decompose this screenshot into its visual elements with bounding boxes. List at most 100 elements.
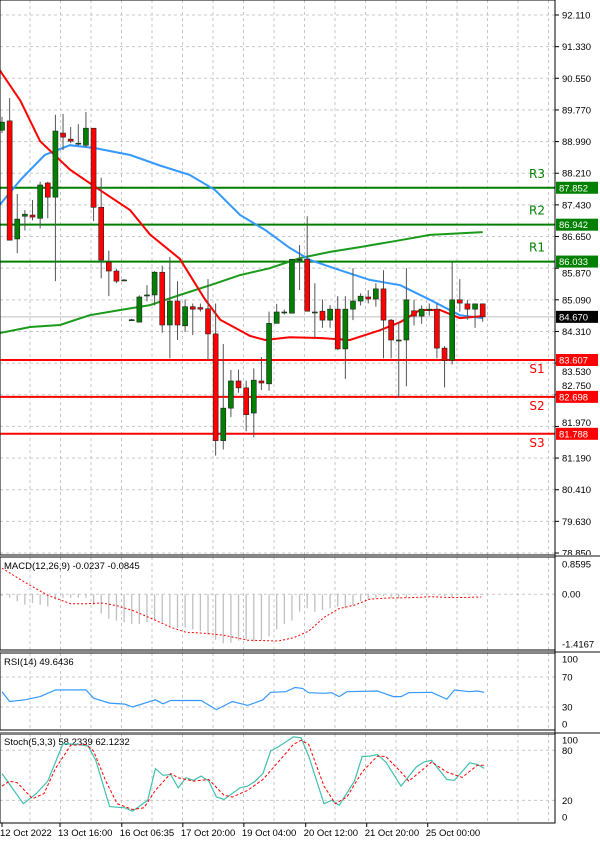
candle[interactable] — [235, 369, 242, 393]
pane-separator[interactable] — [0, 732, 600, 734]
candle-body — [6, 120, 13, 241]
candle[interactable] — [205, 279, 211, 361]
candle[interactable] — [296, 245, 303, 291]
candle[interactable] — [75, 124, 82, 146]
pane-separator[interactable] — [0, 651, 600, 653]
candle[interactable] — [403, 268, 410, 387]
candle[interactable] — [151, 271, 158, 306]
candle[interactable] — [258, 357, 265, 390]
stochastic-y-tick-label: 0 — [562, 813, 567, 824]
candle[interactable] — [44, 181, 51, 219]
candle[interactable] — [29, 200, 36, 221]
rsi-title: RSI(14) 49.6436 — [4, 657, 74, 668]
x-tick-label: 19 Oct 04:00 — [242, 828, 296, 839]
candle[interactable] — [464, 299, 471, 320]
candle[interactable] — [395, 321, 402, 399]
grid — [0, 0, 555, 823]
rsi-pane[interactable]: RSI(14) 49.6436 — [0, 657, 555, 711]
candle[interactable] — [266, 311, 272, 391]
candle[interactable] — [220, 344, 227, 450]
candle[interactable] — [98, 177, 104, 279]
candle[interactable] — [128, 318, 135, 322]
candle[interactable] — [312, 283, 318, 338]
candle[interactable] — [327, 305, 333, 328]
price-pane[interactable]: R3 R2 R1 S1 S2 S3 — [0, 69, 555, 456]
candle[interactable] — [136, 295, 143, 323]
candle[interactable] — [174, 281, 181, 340]
candle[interactable] — [0, 116, 5, 134]
candle[interactable] — [22, 210, 28, 231]
candle-body — [228, 380, 234, 409]
candle[interactable] — [373, 283, 379, 307]
candle[interactable] — [121, 279, 127, 282]
candle[interactable] — [350, 268, 356, 321]
candle[interactable] — [365, 290, 372, 304]
rsi-y-tick-label: 0 — [562, 720, 567, 731]
candle[interactable] — [479, 303, 486, 322]
candle[interactable] — [37, 181, 43, 229]
candle[interactable] — [456, 279, 463, 312]
candle[interactable] — [60, 113, 66, 151]
candle-body — [250, 379, 257, 414]
pivot-price-tag — [556, 353, 598, 366]
candle-body — [388, 319, 394, 341]
candle[interactable] — [281, 309, 288, 315]
candle[interactable] — [426, 303, 433, 316]
candle[interactable] — [342, 296, 349, 379]
candle[interactable] — [67, 126, 74, 144]
candle[interactable] — [357, 293, 364, 306]
candle[interactable] — [106, 250, 112, 297]
y-tick-label: 85.090 — [562, 295, 591, 306]
candle[interactable] — [319, 299, 326, 328]
candle-body — [296, 258, 303, 261]
candle[interactable] — [189, 303, 196, 336]
candle[interactable] — [14, 193, 21, 254]
candle[interactable] — [334, 296, 341, 351]
candle[interactable] — [182, 299, 188, 332]
candle[interactable] — [449, 262, 455, 365]
pivot-price-tag — [556, 427, 598, 440]
y-tick-label: 78.850 — [562, 549, 591, 560]
stochastic-y-tick-label: 80 — [562, 746, 573, 757]
candle[interactable] — [52, 114, 59, 282]
y-tick-label: 87.430 — [562, 200, 591, 211]
candle-body — [106, 261, 112, 272]
macd-pane[interactable]: MACD(12,26,9) -0.0237 -0.0845 — [0, 561, 555, 644]
candle[interactable] — [167, 256, 173, 359]
candle[interactable] — [228, 370, 234, 418]
y-tick-label: 79.630 — [562, 517, 591, 528]
candle[interactable] — [304, 216, 311, 312]
candle[interactable] — [289, 258, 295, 314]
candle[interactable] — [441, 346, 448, 388]
candle[interactable] — [113, 268, 120, 284]
candle[interactable] — [212, 303, 219, 456]
candle[interactable] — [144, 285, 150, 302]
candle[interactable] — [83, 111, 89, 148]
candle[interactable] — [418, 305, 425, 324]
y-tick-label: 88.990 — [562, 137, 591, 148]
candle[interactable] — [243, 380, 249, 432]
candle[interactable] — [197, 303, 204, 312]
candle-body — [449, 299, 455, 361]
candle[interactable] — [90, 127, 97, 222]
candle[interactable] — [388, 318, 394, 359]
candle[interactable] — [411, 299, 417, 326]
current-price-label: 84.670 — [559, 312, 588, 323]
candle[interactable] — [380, 270, 387, 359]
candle[interactable] — [273, 303, 280, 324]
candle-body — [121, 279, 127, 282]
candle-body — [334, 308, 341, 350]
pane-separator[interactable] — [0, 555, 600, 557]
candle[interactable] — [472, 303, 478, 328]
candle[interactable] — [6, 98, 13, 241]
candle[interactable] — [159, 265, 166, 333]
candle[interactable] — [434, 303, 440, 359]
candle[interactable] — [250, 368, 257, 438]
candle-body — [182, 306, 188, 327]
candle-body — [75, 142, 82, 145]
y-tick-label: 92.110 — [562, 11, 590, 22]
stochastic-pane[interactable]: Stoch(5,3,3) 58.2339 62.1232 — [0, 736, 555, 812]
x-tick-label: 13 Oct 16:00 — [58, 828, 112, 839]
